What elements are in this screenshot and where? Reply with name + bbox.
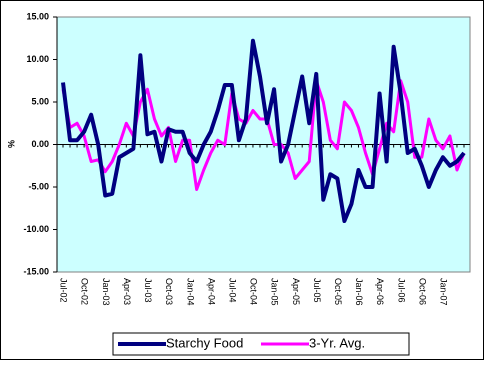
x-tick-label: Jul-03 <box>143 278 153 303</box>
x-tick-label: Jul-06 <box>396 278 406 303</box>
y-tick-label: 0.00 <box>31 139 49 149</box>
y-axis-label: % <box>6 140 16 148</box>
y-tick-label: 15.00 <box>26 11 49 21</box>
x-tick-label: Oct-03 <box>164 278 174 305</box>
x-tick-label: Jul-05 <box>312 278 322 303</box>
legend-label: 3-Yr. Avg. <box>309 335 365 350</box>
x-tick-label: Jan-05 <box>270 278 280 306</box>
series-line <box>61 38 466 223</box>
y-tick-label: -10.00 <box>23 224 49 234</box>
y-tick-label: 10.00 <box>26 54 49 64</box>
x-tick-label: Apr-04 <box>206 278 216 305</box>
y-tick-label: 5.00 <box>31 96 49 106</box>
x-tick-label: Jul-04 <box>227 278 237 303</box>
x-tick-label: Jul-02 <box>59 278 69 303</box>
x-tick-label: Jan-04 <box>185 278 195 306</box>
x-tick-label: Oct-04 <box>249 278 259 305</box>
x-tick-label: Jan-07 <box>439 278 449 306</box>
x-tick-label: Oct-05 <box>333 278 343 305</box>
x-tick-label: Oct-02 <box>80 278 90 305</box>
x-tick-label: Jan-03 <box>101 278 111 306</box>
x-tick-label: Apr-06 <box>375 278 385 305</box>
x-tick-label: Apr-05 <box>291 278 301 305</box>
y-tick-label: -5.00 <box>28 181 49 191</box>
x-tick-label: Apr-03 <box>122 278 132 305</box>
y-tick-label: -15.00 <box>23 266 49 276</box>
series-line <box>61 79 466 192</box>
x-tick-label: Oct-06 <box>417 278 427 305</box>
legend-label: Starchy Food <box>166 335 243 350</box>
x-tick-label: Jan-06 <box>354 278 364 306</box>
